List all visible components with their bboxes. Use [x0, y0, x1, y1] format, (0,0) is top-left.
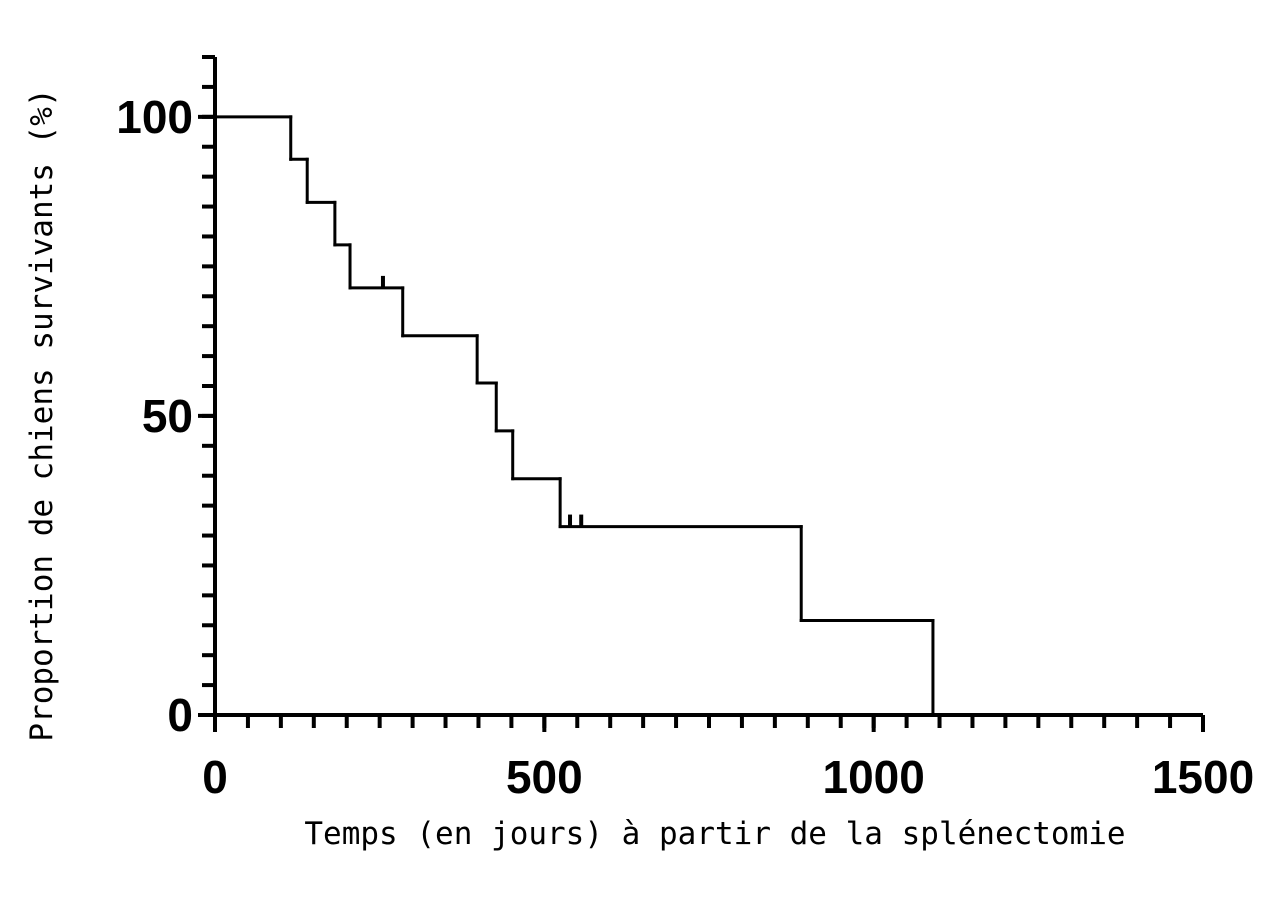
y-tick-label: 50	[142, 390, 193, 442]
x-tick-label: 1500	[1152, 751, 1254, 803]
x-tick-label: 0	[202, 751, 228, 803]
y-tick-label: 0	[167, 689, 193, 741]
x-tick-label: 500	[506, 751, 583, 803]
y-tick-label: 100	[116, 91, 193, 143]
x-axis-title: Temps (en jours) à partir de la splénect…	[304, 816, 1125, 852]
y-axis-title: Proportion de chiens survivants (%)	[24, 88, 60, 741]
x-tick-label: 1000	[822, 751, 924, 803]
